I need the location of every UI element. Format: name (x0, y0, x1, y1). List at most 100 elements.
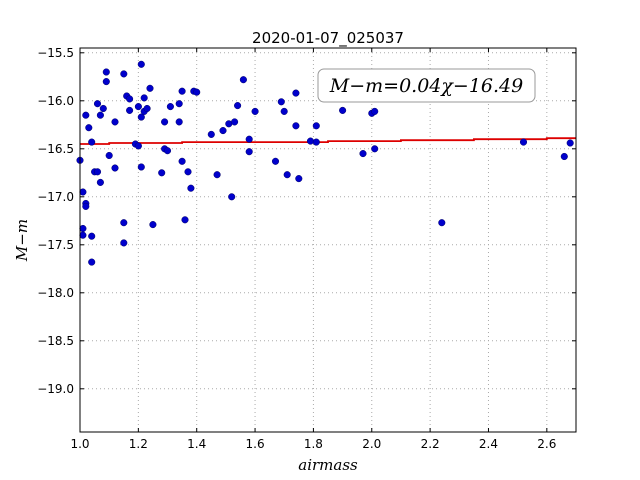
x-tick-label: 2.2 (421, 437, 440, 451)
data-point (312, 122, 320, 130)
data-point (312, 138, 320, 146)
y-tick-label: −16.5 (37, 142, 74, 156)
plot-frame (79, 47, 577, 433)
data-point (193, 88, 201, 96)
annotation-box-frame (317, 68, 536, 103)
data-point (134, 142, 142, 150)
data-point (146, 84, 154, 92)
fit-annotation-box: M−m=0.04χ−16.49 (317, 68, 536, 103)
data-point (271, 157, 280, 165)
y-tick-label: −15.5 (37, 46, 74, 60)
data-point (137, 60, 145, 68)
data-point (82, 111, 90, 119)
data-point (137, 163, 145, 171)
data-point (295, 175, 303, 183)
data-point (102, 78, 110, 86)
data-point (245, 135, 253, 143)
axis-ticks (79, 48, 576, 432)
data-point (219, 127, 227, 135)
data-point (163, 147, 172, 155)
data-point (166, 103, 174, 111)
data-point (359, 150, 367, 158)
data-point (88, 138, 96, 146)
data-point (231, 118, 239, 126)
data-points (76, 60, 574, 266)
data-point (178, 157, 186, 165)
data-point (79, 231, 87, 239)
data-point (105, 151, 113, 160)
y-tick-label: −17.5 (37, 238, 74, 252)
data-point (184, 168, 192, 176)
data-point (96, 178, 104, 186)
data-point (134, 103, 142, 111)
data-point (371, 145, 379, 153)
x-tick-label: 1.6 (246, 437, 265, 451)
data-point (292, 122, 300, 130)
data-point (339, 106, 347, 114)
data-point (93, 100, 102, 108)
data-point (143, 104, 151, 113)
data-point (93, 168, 102, 176)
data-point (306, 137, 315, 145)
data-point (158, 169, 166, 177)
data-point (245, 148, 253, 156)
data-point (187, 184, 195, 192)
data-point (277, 98, 285, 106)
data-point (111, 164, 119, 172)
data-point (102, 68, 110, 76)
data-point (228, 193, 236, 201)
data-point (88, 232, 96, 240)
data-point (239, 76, 247, 84)
x-tick-label: 2.4 (479, 437, 498, 451)
data-point (79, 188, 87, 196)
fit-line-group (80, 137, 576, 145)
x-tick-label: 1.4 (187, 437, 206, 451)
y-axis-label: M−m (13, 219, 31, 262)
y-tick-label: −19.0 (37, 382, 74, 396)
y-tick-label: −17.0 (37, 190, 74, 204)
data-point (566, 139, 574, 147)
data-point (82, 202, 90, 210)
data-point (85, 124, 93, 132)
data-point (292, 89, 300, 97)
x-tick-label: 1.2 (129, 437, 148, 451)
fit-equation-label: M−m=0.04χ−16.49 (329, 75, 523, 97)
data-point (207, 130, 215, 138)
data-point (175, 100, 183, 108)
data-point (178, 87, 186, 95)
x-tick-label: 1.0 (70, 437, 89, 451)
data-point (560, 152, 568, 161)
x-tick-label: 1.8 (304, 437, 323, 451)
x-tick-label: 2.6 (537, 437, 556, 451)
data-point (137, 113, 145, 121)
y-tick-labels: −15.5 −16.0 −16.5 −17.0 −17.5 −18.0 −18.5 −19.0 (37, 46, 74, 396)
y-tick-label: −18.5 (37, 334, 74, 348)
data-point (126, 95, 134, 103)
plot-area (80, 48, 576, 432)
fit-line (80, 137, 576, 145)
data-point (283, 171, 291, 179)
data-point (120, 70, 128, 78)
x-tick-label: 2.0 (362, 437, 381, 451)
data-point (149, 221, 157, 229)
data-point (519, 138, 528, 146)
chart-title: 2020-01-07_025037 (252, 29, 404, 48)
data-point (175, 118, 183, 126)
data-point (140, 94, 148, 102)
data-point (213, 171, 221, 179)
data-point (88, 258, 96, 266)
x-tick-labels: 1.0 1.2 1.4 1.6 1.8 2.0 2.2 2.4 2.6 (70, 437, 556, 451)
y-tick-label: −16.0 (37, 94, 74, 108)
x-axis-label: airmass (298, 456, 358, 474)
data-point (234, 102, 242, 110)
data-point (438, 219, 446, 227)
data-point (251, 107, 259, 115)
data-point (161, 118, 169, 126)
data-point (280, 107, 288, 115)
data-point (96, 111, 104, 119)
data-point (126, 106, 134, 114)
y-tick-label: −18.0 (37, 286, 74, 300)
data-point (120, 239, 128, 247)
data-point (120, 219, 128, 227)
